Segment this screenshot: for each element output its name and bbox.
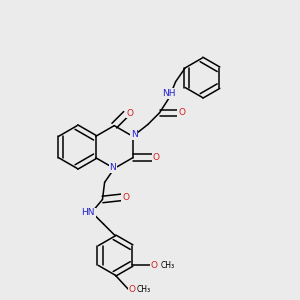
Text: O: O: [126, 109, 134, 118]
Text: O: O: [128, 285, 136, 294]
Text: HN: HN: [82, 208, 95, 217]
Text: N: N: [131, 130, 138, 139]
Text: N: N: [110, 163, 116, 172]
Text: CH₃: CH₃: [161, 261, 175, 270]
Text: NH: NH: [162, 89, 176, 98]
Text: CH₃: CH₃: [137, 285, 151, 294]
Text: O: O: [122, 193, 129, 202]
Text: O: O: [152, 153, 159, 162]
Text: O: O: [178, 108, 185, 117]
Text: O: O: [151, 261, 158, 270]
